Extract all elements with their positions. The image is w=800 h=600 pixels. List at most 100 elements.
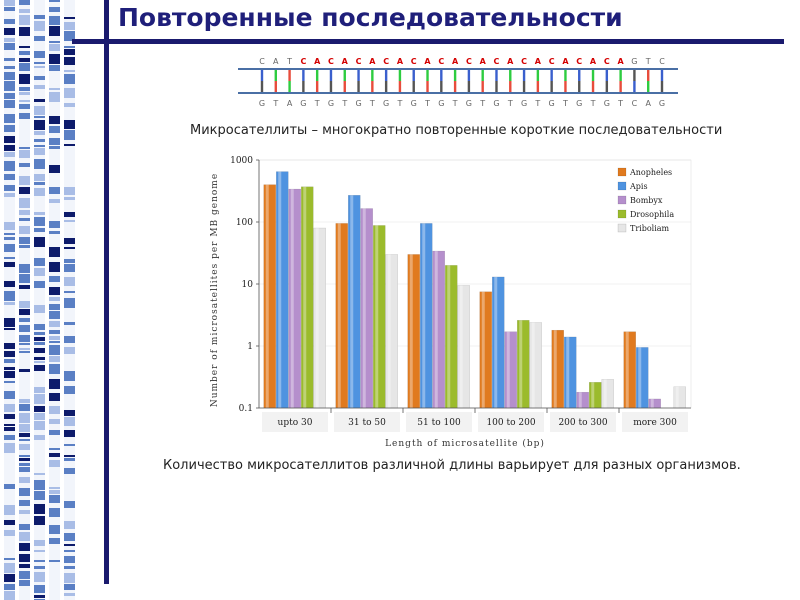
gel-band bbox=[49, 44, 60, 51]
top-base-letter: C bbox=[604, 57, 610, 66]
gel-band bbox=[4, 427, 15, 431]
gel-band bbox=[64, 533, 75, 541]
gel-band bbox=[34, 406, 45, 412]
bottom-base-letter: G bbox=[493, 99, 499, 108]
gel-band bbox=[19, 463, 30, 466]
gel-band bbox=[49, 231, 60, 234]
x-tick-label-bg bbox=[334, 412, 400, 432]
gel-band bbox=[49, 560, 60, 562]
base-pair-bottom bbox=[357, 81, 360, 92]
x-tick-label-bg bbox=[406, 412, 472, 432]
gel-band bbox=[64, 584, 75, 590]
gel-band bbox=[4, 193, 15, 197]
base-pair-top bbox=[509, 70, 512, 81]
gel-band bbox=[4, 237, 15, 240]
gel-band bbox=[34, 182, 45, 185]
bar-highlight bbox=[603, 379, 607, 408]
base-pair-top bbox=[453, 70, 457, 81]
gel-band bbox=[64, 238, 75, 244]
gel-band bbox=[49, 356, 60, 362]
bottom-base-letter: G bbox=[576, 99, 582, 108]
gel-band bbox=[4, 435, 15, 440]
gel-band bbox=[4, 391, 15, 399]
top-base-letter: A bbox=[397, 57, 404, 66]
gel-band bbox=[34, 174, 45, 181]
bar-highlight bbox=[409, 254, 413, 408]
top-base-letter: C bbox=[466, 57, 472, 66]
gel-band bbox=[34, 348, 45, 353]
gel-band bbox=[4, 584, 15, 590]
bar-triboliam bbox=[457, 285, 470, 409]
gel-band bbox=[49, 336, 60, 340]
base-pair-top bbox=[536, 70, 540, 81]
gel-band bbox=[64, 347, 75, 354]
gel-band bbox=[4, 93, 15, 99]
bar-anopheles bbox=[335, 223, 348, 409]
base-pair-top bbox=[495, 70, 498, 81]
gel-band bbox=[19, 274, 30, 283]
gel-band bbox=[34, 131, 45, 135]
gel-band bbox=[19, 74, 30, 84]
gel-band bbox=[19, 264, 30, 273]
gel-band bbox=[49, 311, 60, 319]
gel-band bbox=[4, 174, 15, 180]
gel-band bbox=[64, 144, 75, 146]
gel-band bbox=[64, 298, 75, 308]
bottom-base-letter: G bbox=[355, 99, 361, 108]
bar-highlight bbox=[591, 382, 595, 408]
base-pair-top bbox=[619, 70, 622, 81]
gel-band bbox=[34, 305, 45, 313]
dna-bottom-backbone bbox=[238, 92, 678, 94]
base-pair-bottom bbox=[274, 81, 277, 92]
gel-band bbox=[49, 379, 60, 389]
gel-band bbox=[34, 139, 45, 142]
base-pair-top bbox=[522, 70, 526, 81]
bar-bombyx bbox=[576, 391, 589, 409]
gel-band bbox=[4, 72, 15, 80]
gel-band bbox=[19, 0, 30, 5]
gel-band bbox=[64, 417, 75, 426]
base-pair-bottom bbox=[440, 81, 443, 92]
gel-band bbox=[34, 435, 45, 440]
y-tick-label: 0.1 bbox=[239, 404, 253, 414]
bar-bombyx bbox=[432, 250, 445, 409]
gel-band bbox=[49, 341, 60, 343]
gel-band bbox=[19, 444, 30, 450]
legend-label: Bombyx bbox=[630, 196, 663, 205]
gel-band bbox=[4, 0, 15, 6]
gel-band bbox=[34, 106, 45, 115]
gel-band bbox=[4, 58, 15, 61]
bar-highlight bbox=[494, 276, 498, 408]
gel-band bbox=[19, 187, 30, 194]
gel-band bbox=[49, 495, 60, 503]
gel-band bbox=[49, 116, 60, 124]
base-pair-bottom bbox=[591, 81, 595, 92]
gel-band bbox=[34, 337, 45, 341]
base-pair-top bbox=[357, 70, 360, 81]
gel-band bbox=[34, 365, 45, 371]
top-base-letter: C bbox=[576, 57, 582, 66]
gel-band bbox=[19, 150, 30, 158]
gel-band bbox=[19, 580, 30, 586]
gel-band bbox=[49, 26, 60, 36]
bar-anopheles bbox=[407, 254, 420, 409]
bottom-base-letter: G bbox=[549, 99, 555, 108]
bottom-base-letter: T bbox=[562, 99, 568, 108]
gel-band bbox=[34, 188, 45, 196]
gel-band bbox=[4, 136, 15, 143]
base-pair-top bbox=[426, 70, 429, 81]
bar-highlight bbox=[290, 189, 294, 408]
gel-band bbox=[4, 328, 15, 330]
gel-band bbox=[19, 424, 30, 432]
gel-band bbox=[19, 104, 30, 109]
gel-band bbox=[34, 228, 45, 232]
caption-bottom: Количество микросателлитов различной дли… bbox=[163, 458, 741, 473]
gel-band bbox=[4, 414, 15, 419]
gel-band bbox=[64, 566, 75, 569]
bar-highlight bbox=[531, 322, 535, 408]
bar-triboliam bbox=[385, 254, 398, 409]
legend-swatch bbox=[617, 195, 627, 205]
bottom-base-letter: G bbox=[383, 99, 389, 108]
gel-band bbox=[19, 15, 30, 25]
top-base-letter: G bbox=[631, 57, 637, 66]
